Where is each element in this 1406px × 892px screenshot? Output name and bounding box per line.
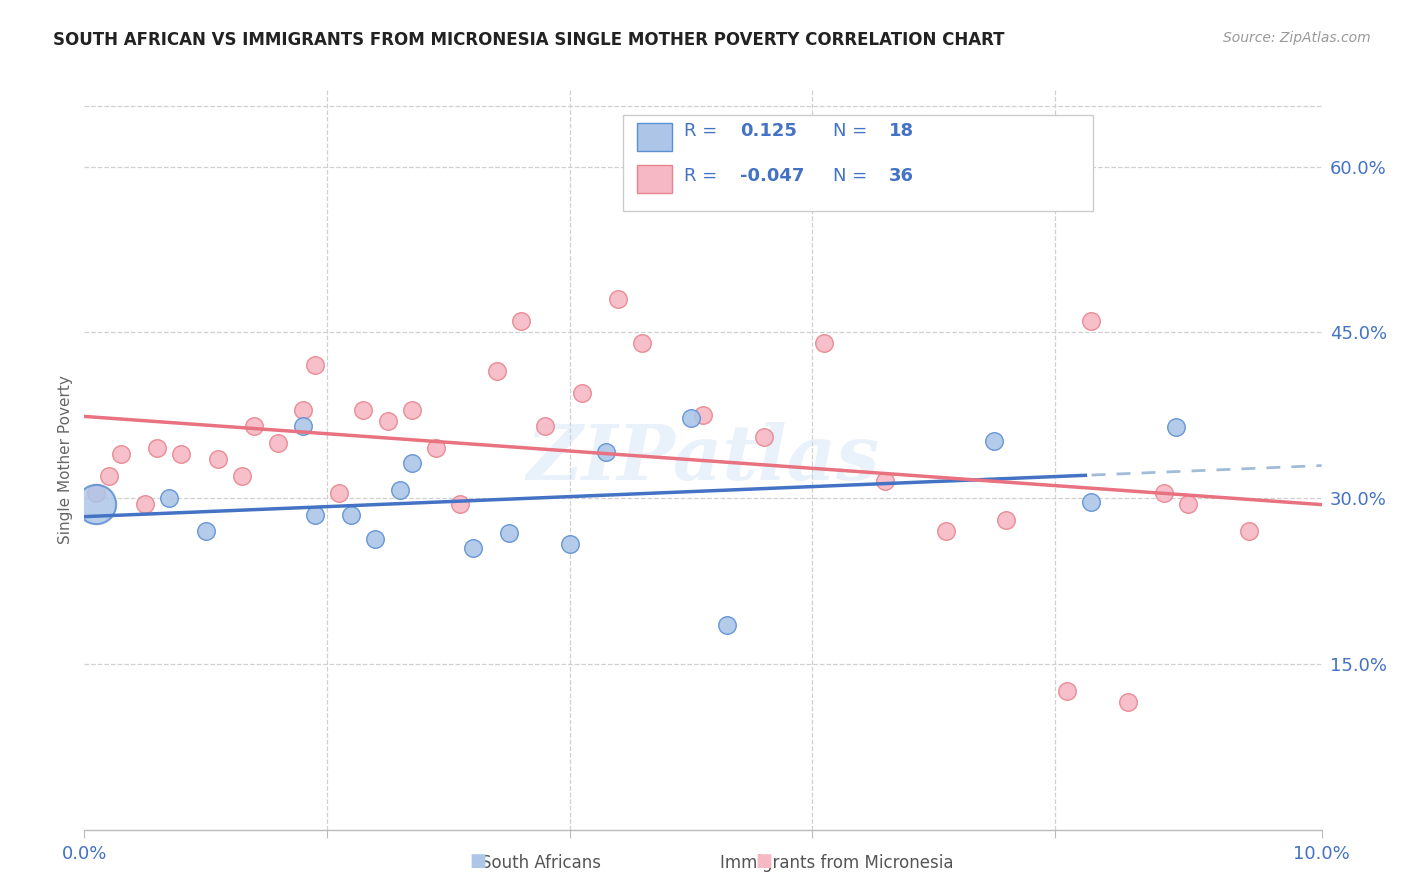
Point xyxy=(157,491,180,505)
Point xyxy=(935,524,957,539)
Point xyxy=(425,442,447,456)
Text: Immigrants from Micronesia: Immigrants from Micronesia xyxy=(720,855,953,872)
Point xyxy=(231,469,253,483)
Point xyxy=(291,419,314,434)
Point xyxy=(595,444,617,458)
Point xyxy=(340,508,363,522)
Point xyxy=(813,336,835,351)
Point xyxy=(194,524,217,539)
Text: R =: R = xyxy=(685,167,717,185)
Point xyxy=(1237,524,1260,539)
Point xyxy=(401,456,423,470)
Text: -0.047: -0.047 xyxy=(740,167,804,185)
Point xyxy=(983,434,1005,448)
Point xyxy=(110,447,132,461)
Point xyxy=(1116,696,1139,710)
Text: ■: ■ xyxy=(470,852,486,870)
Point xyxy=(498,526,520,541)
Text: 18: 18 xyxy=(889,122,914,140)
Point xyxy=(995,513,1018,527)
Point xyxy=(243,419,266,434)
Point xyxy=(291,402,314,417)
Point xyxy=(510,314,533,328)
Point xyxy=(97,469,120,483)
Point xyxy=(146,442,169,456)
Point xyxy=(134,497,156,511)
Point xyxy=(207,452,229,467)
Point xyxy=(170,447,193,461)
Point xyxy=(558,537,581,551)
Point xyxy=(377,414,399,428)
Point xyxy=(352,402,374,417)
FancyBboxPatch shape xyxy=(637,122,672,151)
Point xyxy=(86,485,108,500)
Point xyxy=(485,364,508,378)
Text: ■: ■ xyxy=(755,852,772,870)
Point xyxy=(752,430,775,444)
FancyBboxPatch shape xyxy=(637,165,672,193)
Text: 0.125: 0.125 xyxy=(740,122,797,140)
Point xyxy=(692,408,714,422)
Point xyxy=(304,508,326,522)
Point xyxy=(716,618,738,632)
Point xyxy=(1177,497,1199,511)
Text: South Africans: South Africans xyxy=(481,855,602,872)
Text: 36: 36 xyxy=(889,167,914,185)
Point xyxy=(631,336,654,351)
FancyBboxPatch shape xyxy=(623,115,1092,211)
Point xyxy=(679,411,702,425)
Point xyxy=(534,419,557,434)
Point xyxy=(873,475,896,489)
Point xyxy=(304,359,326,373)
Text: R =: R = xyxy=(685,122,717,140)
Point xyxy=(1080,495,1102,509)
Point xyxy=(1056,684,1078,698)
Point xyxy=(267,435,290,450)
Point xyxy=(364,532,387,546)
Point xyxy=(1164,420,1187,434)
Point xyxy=(449,497,471,511)
Point xyxy=(571,386,593,401)
Point xyxy=(1080,314,1102,328)
Text: Source: ZipAtlas.com: Source: ZipAtlas.com xyxy=(1223,31,1371,45)
Y-axis label: Single Mother Poverty: Single Mother Poverty xyxy=(58,375,73,544)
Point xyxy=(401,402,423,417)
Point xyxy=(461,541,484,555)
Text: SOUTH AFRICAN VS IMMIGRANTS FROM MICRONESIA SINGLE MOTHER POVERTY CORRELATION CH: SOUTH AFRICAN VS IMMIGRANTS FROM MICRONE… xyxy=(53,31,1005,49)
Point xyxy=(328,485,350,500)
Text: ZIPatlas: ZIPatlas xyxy=(526,423,880,496)
Point xyxy=(86,497,108,511)
Point xyxy=(607,292,630,306)
Point xyxy=(1153,485,1175,500)
Point xyxy=(388,483,411,498)
Text: N =: N = xyxy=(832,122,868,140)
Text: N =: N = xyxy=(832,167,868,185)
